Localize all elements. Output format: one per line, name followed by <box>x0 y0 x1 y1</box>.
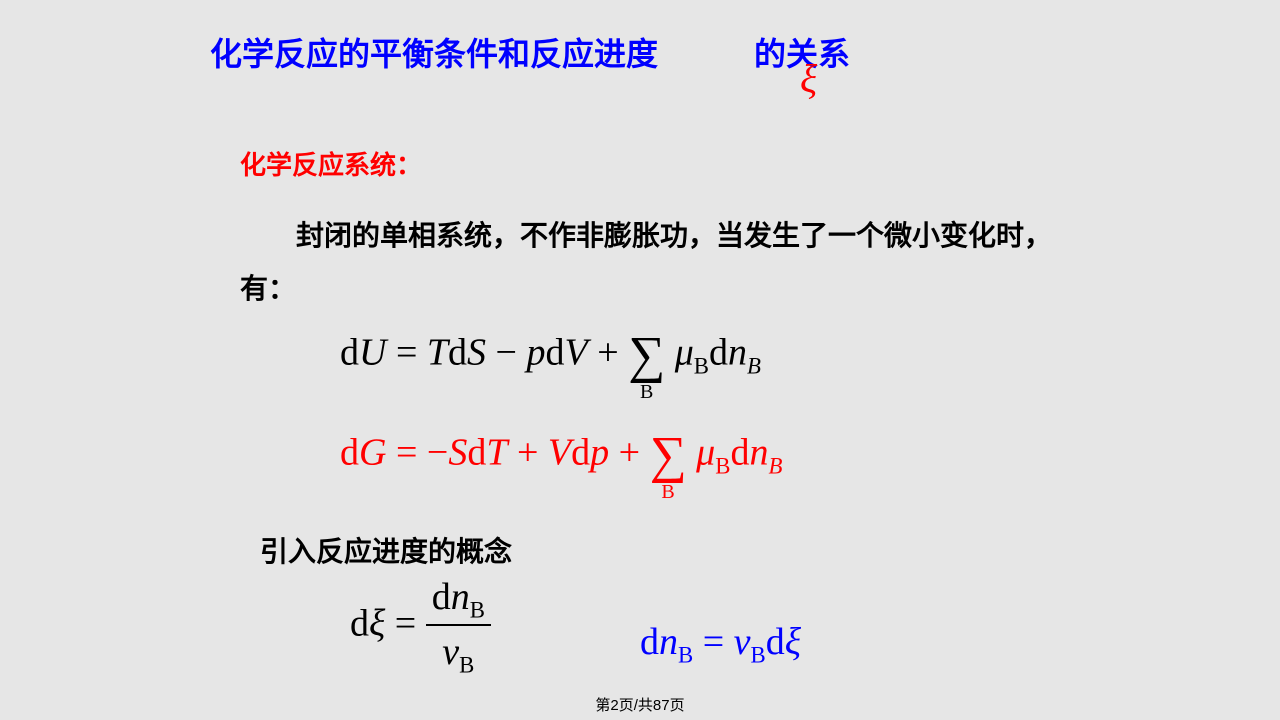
equation-dxi: dξ = dnBνB <box>350 575 491 678</box>
body-paragraph: 封闭的单相系统，不作非膨胀功，当发生了一个微小变化时，有： <box>240 210 1060 316</box>
xi-variable: ξ <box>800 55 817 102</box>
section-subtitle: 化学反应系统： <box>240 145 422 182</box>
title-text-1: 化学反应的平衡条件和反应进度 <box>210 36 658 72</box>
intro-text: 引入反应进度的概念 <box>260 530 512 570</box>
equation-du: dU = TdS − pdV + ∑B μBdnB <box>340 330 761 382</box>
equation-dnb: dnB = νBdξ <box>640 620 801 669</box>
slide-title: 化学反应的平衡条件和反应进度 的关系 <box>210 30 1080 78</box>
equation-dg: dG = −SdT + Vdp + ∑B μBdnB <box>340 430 782 482</box>
page-number: 第2页/共87页 <box>595 694 684 715</box>
